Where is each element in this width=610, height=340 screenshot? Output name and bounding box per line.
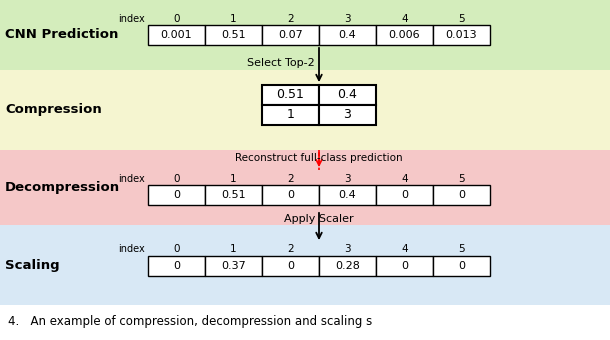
Bar (0, 70, 610, 150)
Text: 3: 3 (343, 108, 351, 121)
Bar (205, 185, 262, 205)
Text: 0: 0 (173, 244, 180, 255)
Text: 0.51: 0.51 (221, 190, 246, 200)
Bar (0, 0, 610, 70)
Bar (148, 25, 205, 45)
Text: 0.28: 0.28 (335, 261, 360, 271)
Bar (0, 225, 610, 305)
Text: 0: 0 (401, 190, 408, 200)
Text: 3: 3 (344, 173, 351, 184)
Text: 0: 0 (458, 190, 465, 200)
Text: 0.4: 0.4 (339, 30, 356, 40)
Text: index: index (118, 173, 145, 184)
Text: 4.   An example of compression, decompression and scaling s: 4. An example of compression, decompress… (8, 316, 372, 328)
Text: index: index (118, 14, 145, 23)
Text: 4: 4 (401, 244, 408, 255)
Text: 0.4: 0.4 (337, 88, 357, 102)
Text: 2: 2 (287, 14, 294, 23)
Bar (0, 150, 610, 225)
Text: 4: 4 (401, 14, 408, 23)
Text: 0: 0 (287, 261, 294, 271)
Bar (262, 105, 319, 125)
Text: 2: 2 (287, 244, 294, 255)
Text: 0.37: 0.37 (221, 261, 246, 271)
Text: 0.07: 0.07 (278, 30, 303, 40)
Text: 0: 0 (173, 261, 180, 271)
Text: 1: 1 (287, 108, 295, 121)
Text: 0: 0 (173, 190, 180, 200)
Text: Apply Scaler: Apply Scaler (284, 215, 354, 224)
Bar (433, 185, 490, 205)
Text: 0.013: 0.013 (446, 30, 477, 40)
Bar (376, 25, 433, 45)
Bar (319, 256, 376, 276)
Bar (319, 105, 376, 125)
Text: 0.006: 0.006 (389, 30, 420, 40)
Text: index: index (118, 244, 145, 255)
Text: 3: 3 (344, 244, 351, 255)
Text: 0.51: 0.51 (221, 30, 246, 40)
Text: 3: 3 (344, 14, 351, 23)
Text: 5: 5 (458, 244, 465, 255)
Bar (319, 25, 376, 45)
Bar (205, 25, 262, 45)
Text: CNN Prediction: CNN Prediction (5, 29, 118, 41)
Text: 0: 0 (173, 14, 180, 23)
Bar (262, 25, 319, 45)
Text: 5: 5 (458, 173, 465, 184)
Text: Select Top-2: Select Top-2 (247, 58, 315, 68)
Text: 1: 1 (230, 14, 237, 23)
Text: 0: 0 (287, 190, 294, 200)
Bar (433, 25, 490, 45)
Text: 1: 1 (230, 244, 237, 255)
Bar (376, 256, 433, 276)
Text: 5: 5 (458, 14, 465, 23)
Bar (205, 256, 262, 276)
Text: 0: 0 (458, 261, 465, 271)
Text: 0.001: 0.001 (160, 30, 192, 40)
Text: 1: 1 (230, 173, 237, 184)
Bar (319, 85, 376, 105)
Text: Compression: Compression (5, 103, 102, 117)
Text: 0.4: 0.4 (339, 190, 356, 200)
Bar (376, 185, 433, 205)
Text: Decompression: Decompression (5, 181, 120, 194)
Text: 0: 0 (173, 173, 180, 184)
Bar (262, 185, 319, 205)
Text: Reconstruct full-class prediction: Reconstruct full-class prediction (235, 153, 403, 163)
Text: 0: 0 (401, 261, 408, 271)
Text: 4: 4 (401, 173, 408, 184)
Bar (262, 256, 319, 276)
Text: 0.51: 0.51 (276, 88, 304, 102)
Bar (148, 256, 205, 276)
Bar (433, 256, 490, 276)
Text: Scaling: Scaling (5, 258, 60, 272)
Bar (262, 85, 319, 105)
Bar (148, 185, 205, 205)
Bar (319, 185, 376, 205)
Text: 2: 2 (287, 173, 294, 184)
